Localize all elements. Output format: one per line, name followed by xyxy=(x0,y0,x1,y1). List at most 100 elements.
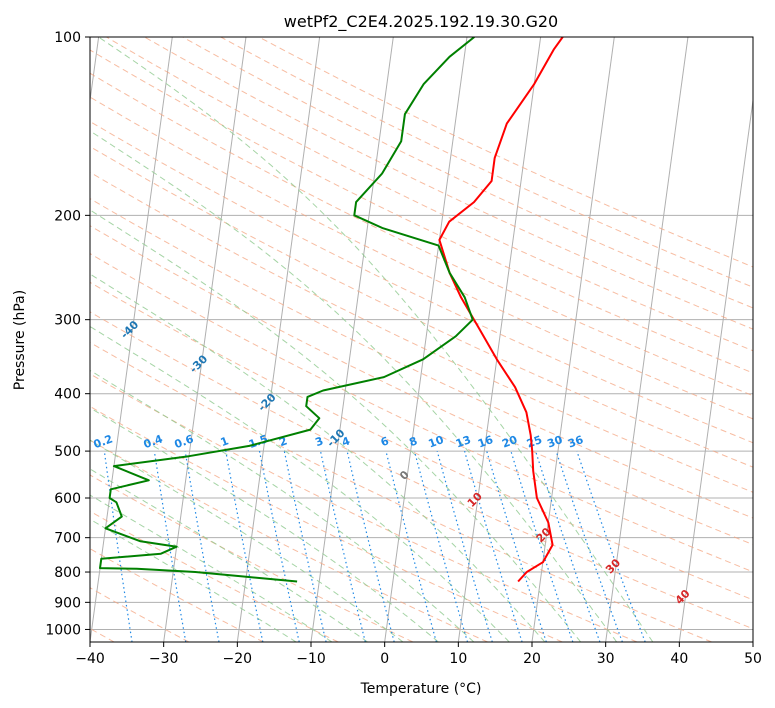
mixing-ratio-label: 8 xyxy=(407,434,419,449)
mixing-ratio-line xyxy=(436,450,493,642)
isotherm-label: 10 xyxy=(465,490,485,510)
moist-adiabat-line xyxy=(90,468,368,642)
isotherm-label: -60 xyxy=(0,235,6,258)
moist-adiabat-line xyxy=(98,37,654,642)
isotherm-line xyxy=(236,37,321,642)
x-tick-label: −40 xyxy=(75,651,105,667)
moist-adiabat-line xyxy=(90,209,582,642)
temperature-line xyxy=(438,37,564,583)
x-tick-label: −30 xyxy=(149,651,179,667)
mixing-ratio-line xyxy=(555,450,623,642)
mixing-ratio-label: 2 xyxy=(277,434,289,449)
profile-series xyxy=(99,37,564,583)
mixing-ratio-lines xyxy=(103,450,646,642)
dry-adiabat-line xyxy=(182,37,753,309)
mixing-ratio-label: 20 xyxy=(500,433,519,451)
dewpoint-line xyxy=(99,37,475,583)
mixing-ratio-line xyxy=(464,450,523,642)
mixing-ratio-labels: 0.1 0.2 0.4 0.6 1 1.5 2 3 4 6 8 10 13 16 20 25 30 36 xyxy=(92,432,586,451)
y-axis-label: Pressure (hPa) xyxy=(12,290,28,390)
isotherm-line xyxy=(163,37,247,642)
y-axis-ticks: 100 200 300 400 500 600 700 800 900 1000 xyxy=(45,30,90,638)
dry-adiabat-line xyxy=(90,439,488,642)
moist-adiabats xyxy=(90,37,654,642)
chart-title: wetPf2_C2E4.2025.192.19.30.G20 xyxy=(284,12,558,32)
y-tick-label: 700 xyxy=(54,531,81,547)
mixing-ratio-line xyxy=(184,451,220,642)
x-axis-ticks: −40 −30 −20 −10 0 10 20 30 40 50 xyxy=(75,642,762,667)
dry-adiabat-line xyxy=(90,49,753,374)
mixing-ratio-line xyxy=(225,450,264,642)
dry-adiabat-line xyxy=(90,171,753,493)
moist-adiabat-line xyxy=(90,518,297,642)
x-tick-label: 10 xyxy=(449,651,467,667)
mixing-ratio-label: 30 xyxy=(545,433,564,451)
mixing-ratio-label: 1 xyxy=(219,434,231,449)
dry-adiabat-line xyxy=(144,37,753,330)
x-tick-label: −10 xyxy=(296,651,326,667)
isotherm-line xyxy=(531,37,615,642)
moist-adiabat-line xyxy=(90,369,475,642)
dry-adiabat-line xyxy=(90,225,753,546)
dry-adiabat-line xyxy=(106,37,753,352)
mixing-ratio-label: 0.2 xyxy=(92,432,115,451)
y-tick-label: 600 xyxy=(54,491,81,507)
isotherm-line xyxy=(90,37,100,105)
mixing-ratio-line xyxy=(510,450,574,642)
mixing-ratio-label: 13 xyxy=(454,433,473,450)
moist-adiabat-line xyxy=(90,325,510,642)
x-tick-label: 30 xyxy=(597,651,615,667)
isotherm-label: -30 xyxy=(187,352,210,375)
isotherm-line xyxy=(752,638,753,642)
moist-adiabat-line xyxy=(90,407,439,642)
dry-adiabat-line xyxy=(90,510,339,642)
isotherm-label-zero: 0 xyxy=(397,468,412,483)
skewed-isotherms xyxy=(90,37,753,642)
x-tick-label: 50 xyxy=(744,651,762,667)
dry-adiabat-line xyxy=(90,405,563,642)
dry-adiabat-line xyxy=(90,198,753,519)
dry-adiabat-line xyxy=(90,72,753,397)
isotherm-label: -40 xyxy=(118,318,141,341)
plot-area: -100-90-80-70-60-50-40-30-20-10010203040… xyxy=(0,37,753,642)
y-tick-label: 1000 xyxy=(45,622,81,638)
mixing-ratio-label: 10 xyxy=(427,433,446,451)
dry-adiabat-line xyxy=(220,37,753,288)
y-tick-label: 800 xyxy=(54,565,81,581)
y-tick-label: 500 xyxy=(54,444,81,460)
mixing-ratio-label: 4 xyxy=(340,434,352,449)
mixing-ratio-line xyxy=(319,450,366,642)
mixing-ratio-label: 16 xyxy=(476,433,495,451)
mixing-ratio-label: 0.4 xyxy=(142,432,165,451)
mixing-ratio-label: 36 xyxy=(566,433,585,451)
dry-adiabat-line xyxy=(90,311,753,630)
mixing-ratio-label: 25 xyxy=(525,433,544,450)
dry-adiabat-line xyxy=(90,548,264,642)
dry-adiabat-line xyxy=(90,253,753,573)
x-tick-label: 0 xyxy=(380,651,389,667)
y-tick-label: 200 xyxy=(54,208,81,224)
y-tick-label: 900 xyxy=(54,595,81,611)
isotherm-line xyxy=(90,37,173,642)
x-tick-label: 40 xyxy=(670,651,688,667)
mixing-ratio-label: 1.5 xyxy=(247,432,270,451)
y-tick-label: 100 xyxy=(54,30,81,46)
dry-adiabat-line xyxy=(258,37,753,268)
isotherm-line xyxy=(678,96,753,642)
mixing-ratio-label: 6 xyxy=(379,434,391,449)
x-axis-label: Temperature (°C) xyxy=(360,681,482,697)
mixing-ratio-line xyxy=(413,450,469,642)
mixing-ratio-line xyxy=(346,450,395,642)
y-tick-label: 300 xyxy=(54,313,81,329)
dry-adiabat-line xyxy=(90,120,753,444)
dry-adiabat-line xyxy=(90,281,753,601)
isobar-grid xyxy=(90,37,753,630)
isotherm-label: -50 xyxy=(50,276,73,299)
mixing-ratio-line xyxy=(283,450,327,642)
isotherm-label: 40 xyxy=(673,587,693,607)
plot-frame xyxy=(89,36,754,643)
mixing-ratio-label: 3 xyxy=(313,434,325,449)
isotherm-label: -20 xyxy=(255,391,278,414)
